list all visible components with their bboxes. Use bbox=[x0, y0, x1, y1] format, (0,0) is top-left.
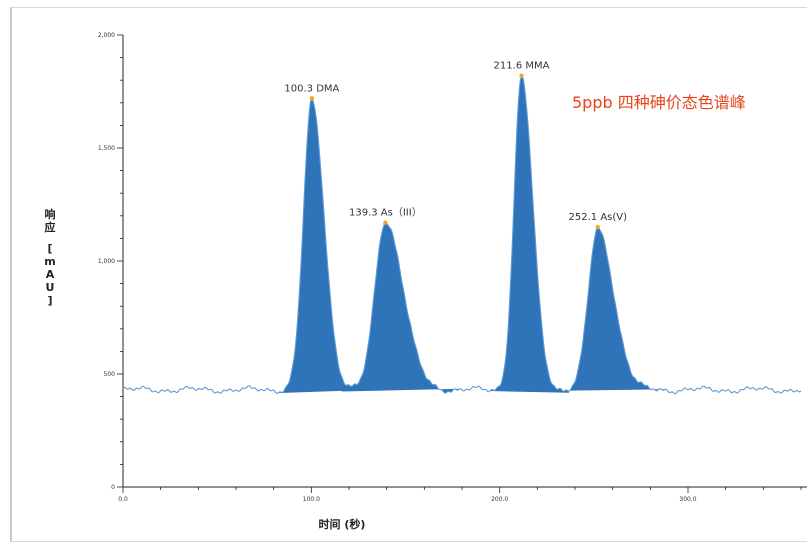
peak-label: 252.1 As(V) bbox=[569, 212, 628, 223]
y-tick-label: 1,500 bbox=[98, 145, 115, 152]
y-axis-title-char: A bbox=[46, 268, 55, 281]
y-axis-title-char: [ bbox=[47, 242, 52, 255]
peak-label: 139.3 As（III） bbox=[349, 207, 422, 219]
peak-area bbox=[341, 222, 461, 394]
peak-apex-marker bbox=[595, 224, 600, 230]
chart-title: 5ppb 四种砷价态色谱峰 bbox=[572, 93, 746, 112]
x-tick-label: 200.0 bbox=[491, 496, 508, 503]
peak-markers bbox=[309, 73, 600, 230]
y-tick-label: 2,000 bbox=[98, 32, 115, 39]
y-axis-title-char: U bbox=[46, 281, 55, 294]
text-group: 5ppb 四种砷价态色谱峰 时间 (秒) 响应 [mAU] 100.3 DMA 139… bbox=[44, 61, 745, 531]
chart-frame: 0 500 1,000 1,500 2,000 0.0 100.0 200.0 300.0 5p… bbox=[10, 7, 807, 542]
peak-area bbox=[276, 98, 364, 394]
y-axis-title-char: 响 bbox=[45, 207, 56, 221]
y-tick-label: 0 bbox=[111, 484, 115, 491]
peak-apex-marker bbox=[519, 73, 524, 78]
peak-area bbox=[489, 75, 569, 393]
peak-apex-marker bbox=[383, 220, 388, 225]
peak-fills bbox=[276, 75, 666, 394]
peak-label: 100.3 DMA bbox=[284, 83, 339, 94]
peak-apex-marker bbox=[309, 96, 315, 101]
y-axis-title-char: m bbox=[44, 255, 55, 268]
y-axis-title-char: 应 bbox=[45, 220, 56, 234]
chromatogram-trace bbox=[122, 75, 802, 395]
axes-group: 0 500 1,000 1,500 2,000 0.0 100.0 200.0 300.0 bbox=[98, 32, 807, 503]
x-axis-title: 时间 (秒) bbox=[319, 517, 366, 531]
peak-area bbox=[558, 227, 666, 392]
x-tick-label: 0.0 bbox=[118, 496, 128, 503]
x-tick-label: 300.0 bbox=[679, 496, 696, 503]
y-axis-title-char: ] bbox=[47, 294, 52, 307]
chromatogram-chart: 0 500 1,000 1,500 2,000 0.0 100.0 200.0 300.0 5p… bbox=[44, 32, 807, 531]
y-tick-label: 1,000 bbox=[98, 258, 115, 265]
x-tick-label: 100.0 bbox=[303, 496, 320, 503]
y-tick-label: 500 bbox=[104, 371, 116, 378]
trace-group bbox=[122, 75, 802, 395]
peak-label: 211.6 MMA bbox=[494, 61, 550, 72]
